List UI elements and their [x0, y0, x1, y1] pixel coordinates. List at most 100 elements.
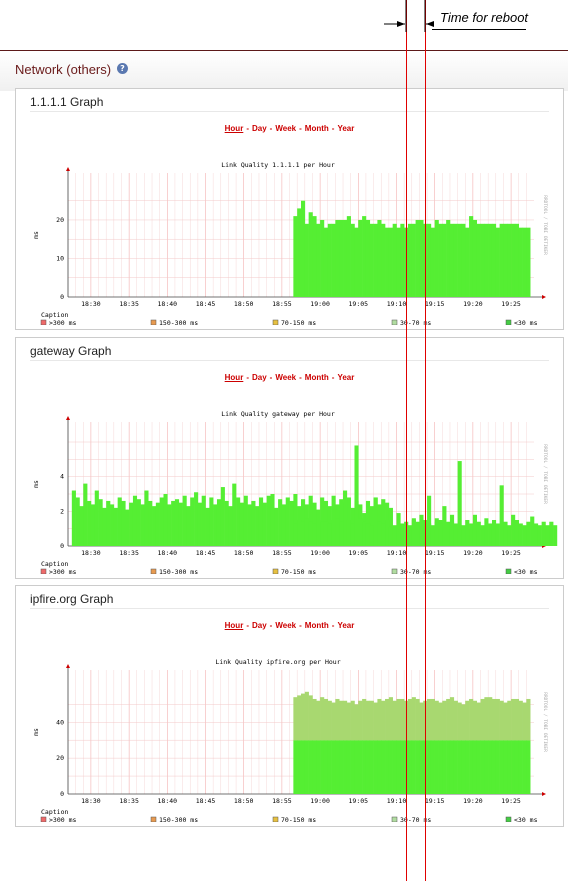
- data-bar: [442, 506, 447, 546]
- period-link-hour[interactable]: Hour: [224, 621, 244, 630]
- section-title: Network (others): [15, 62, 112, 77]
- legend-label: 30-70 ms: [400, 816, 431, 822]
- y-axis-label: ms: [32, 480, 40, 488]
- data-bar: [320, 697, 325, 741]
- data-bar: [518, 740, 523, 794]
- data-bar: [174, 499, 180, 546]
- data-bar: [316, 520, 321, 546]
- data-bar: [526, 521, 531, 546]
- data-bar: [469, 216, 474, 297]
- data-bar: [484, 697, 489, 741]
- period-link-week[interactable]: Week: [275, 373, 297, 382]
- data-bar: [71, 490, 76, 546]
- data-bar: [98, 499, 103, 546]
- data-bar: [346, 520, 351, 546]
- x-tick-label: 19:20: [463, 300, 483, 308]
- period-link-month[interactable]: Month: [304, 373, 329, 382]
- x-tick-label: 19:25: [501, 549, 521, 557]
- x-tick-label: 19:10: [387, 300, 407, 308]
- legend-swatch: [150, 816, 157, 822]
- x-tick-label: 18:30: [81, 797, 101, 805]
- period-link-day[interactable]: Day: [251, 621, 267, 630]
- data-bar: [392, 700, 397, 741]
- period-link-month[interactable]: Month: [304, 124, 329, 133]
- data-bar: [148, 500, 153, 546]
- legend-swatch: [40, 568, 47, 574]
- y-tick-label: 10: [56, 254, 64, 262]
- data-bar: [514, 698, 520, 741]
- data-bar: [449, 697, 455, 741]
- data-bar: [472, 700, 478, 741]
- data-bar: [457, 223, 462, 297]
- data-bar: [419, 219, 424, 297]
- x-tick-label: 19:05: [349, 549, 369, 557]
- data-bar: [323, 698, 329, 741]
- data-bar: [297, 695, 302, 741]
- data-bar: [526, 227, 531, 297]
- data-bar: [388, 526, 393, 546]
- data-bar: [503, 740, 508, 794]
- data-bar: [430, 698, 435, 741]
- data-bar: [87, 500, 92, 546]
- period-link-hour[interactable]: Hour: [224, 373, 244, 382]
- data-bar: [469, 698, 474, 741]
- legend-swatch: [150, 568, 157, 574]
- data-bar: [320, 521, 325, 546]
- data-bar: [381, 700, 386, 741]
- panel-divider: [30, 360, 549, 361]
- data-bar: [373, 497, 378, 546]
- data-bar: [411, 520, 416, 546]
- data-bar: [488, 223, 493, 297]
- data-bar: [511, 740, 516, 794]
- y-axis-label: ms: [32, 728, 40, 736]
- period-link-hour[interactable]: Hour: [224, 124, 244, 133]
- data-bar: [507, 525, 512, 546]
- period-link-week[interactable]: Week: [275, 124, 297, 133]
- data-bar: [541, 521, 546, 546]
- y-tick-label: 2: [60, 507, 64, 515]
- x-tick-label: 19:05: [349, 797, 369, 805]
- data-bar: [476, 740, 481, 794]
- data-bar: [297, 520, 302, 546]
- period-link-week[interactable]: Week: [275, 621, 297, 630]
- data-bar: [381, 223, 386, 297]
- period-link-month[interactable]: Month: [304, 621, 329, 630]
- data-bar: [411, 223, 416, 297]
- data-bar: [346, 740, 351, 794]
- x-tick-label: 18:30: [81, 300, 101, 308]
- legend-label: <30 ms: [514, 319, 538, 325]
- period-link-year[interactable]: Year: [337, 373, 355, 382]
- data-bar: [159, 497, 164, 546]
- period-link-year[interactable]: Year: [337, 621, 355, 630]
- data-bar: [163, 494, 168, 546]
- data-bar: [522, 227, 527, 297]
- data-bar: [293, 697, 298, 741]
- data-bar: [388, 697, 393, 741]
- data-bar: [434, 219, 439, 297]
- data-bar: [381, 499, 386, 546]
- x-tick-label: 18:35: [119, 549, 139, 557]
- data-bar: [415, 525, 420, 546]
- section-header-bg: [0, 51, 568, 91]
- period-link-day[interactable]: Day: [251, 373, 267, 382]
- reboot-marker-line-left: [406, 0, 407, 881]
- period-link-year[interactable]: Year: [337, 124, 355, 133]
- data-bar: [224, 500, 229, 546]
- legend-label: <30 ms: [514, 816, 538, 822]
- data-bar: [205, 507, 210, 546]
- data-bar: [301, 740, 306, 794]
- period-link-day[interactable]: Day: [251, 124, 267, 133]
- data-bar: [278, 499, 283, 546]
- period-links: Hour - Day - Week - Month - Year: [224, 621, 355, 630]
- help-icon[interactable]: ?: [117, 63, 128, 74]
- x-tick-label: 18:40: [158, 797, 178, 805]
- data-bar: [491, 223, 497, 297]
- data-bar: [197, 502, 202, 546]
- data-bar: [415, 698, 420, 741]
- data-bar: [442, 740, 447, 794]
- data-bar: [446, 219, 451, 297]
- data-bar: [465, 700, 470, 741]
- data-bar: [484, 223, 489, 297]
- data-bar: [350, 740, 355, 794]
- data-bar: [327, 523, 332, 546]
